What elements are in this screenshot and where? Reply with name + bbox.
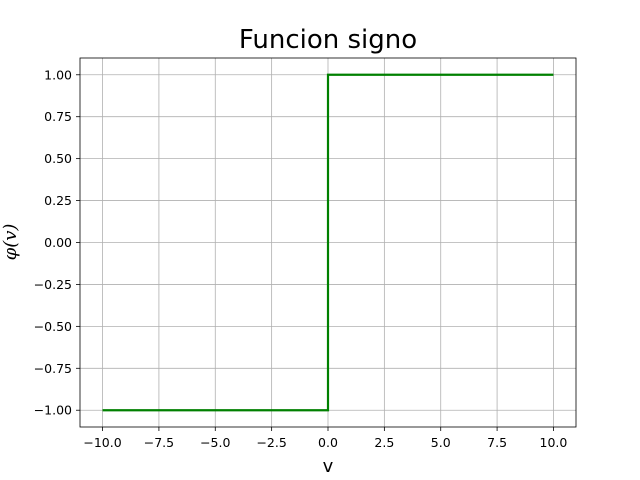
x-tick-label: 2.5 [374,435,394,450]
x-tick-label: 5.0 [431,435,451,450]
y-tick-label: 1.00 [44,67,72,82]
y-tick-label: −0.25 [34,277,72,292]
y-tick-label: −1.00 [34,403,72,418]
y-tick-label: −0.75 [34,361,72,376]
series-line-0 [102,73,554,412]
y-tick-label: 0.50 [44,151,72,166]
y-tick-label: 0.00 [44,235,72,250]
x-tick-label: −5.0 [200,435,230,450]
y-tick-label: 0.25 [44,193,72,208]
x-tick-label: −2.5 [256,435,286,450]
x-tick-label: 0.0 [318,435,338,450]
y-axis-ticks: −1.00 −0.75 −0.50 −0.25 0.00 0.25 0.50 0.75 1.00 [34,67,80,418]
x-tick-label: 7.5 [487,435,507,450]
x-tick-label: −7.5 [144,435,174,450]
y-tick-label: −0.50 [34,319,72,334]
series-layer [102,73,554,412]
y-tick-label: 0.75 [44,109,72,124]
y-axis-label: φ(v) [0,224,21,261]
x-tick-label: 10.0 [540,435,568,450]
x-tick-label: −10.0 [83,435,121,450]
x-axis-ticks: −10.0 −7.5 −5.0 −2.5 0.0 2.5 5.0 7.5 10.0 [83,427,567,450]
chart-title: Funcion signo [239,25,417,55]
x-axis-label: v [323,456,334,477]
